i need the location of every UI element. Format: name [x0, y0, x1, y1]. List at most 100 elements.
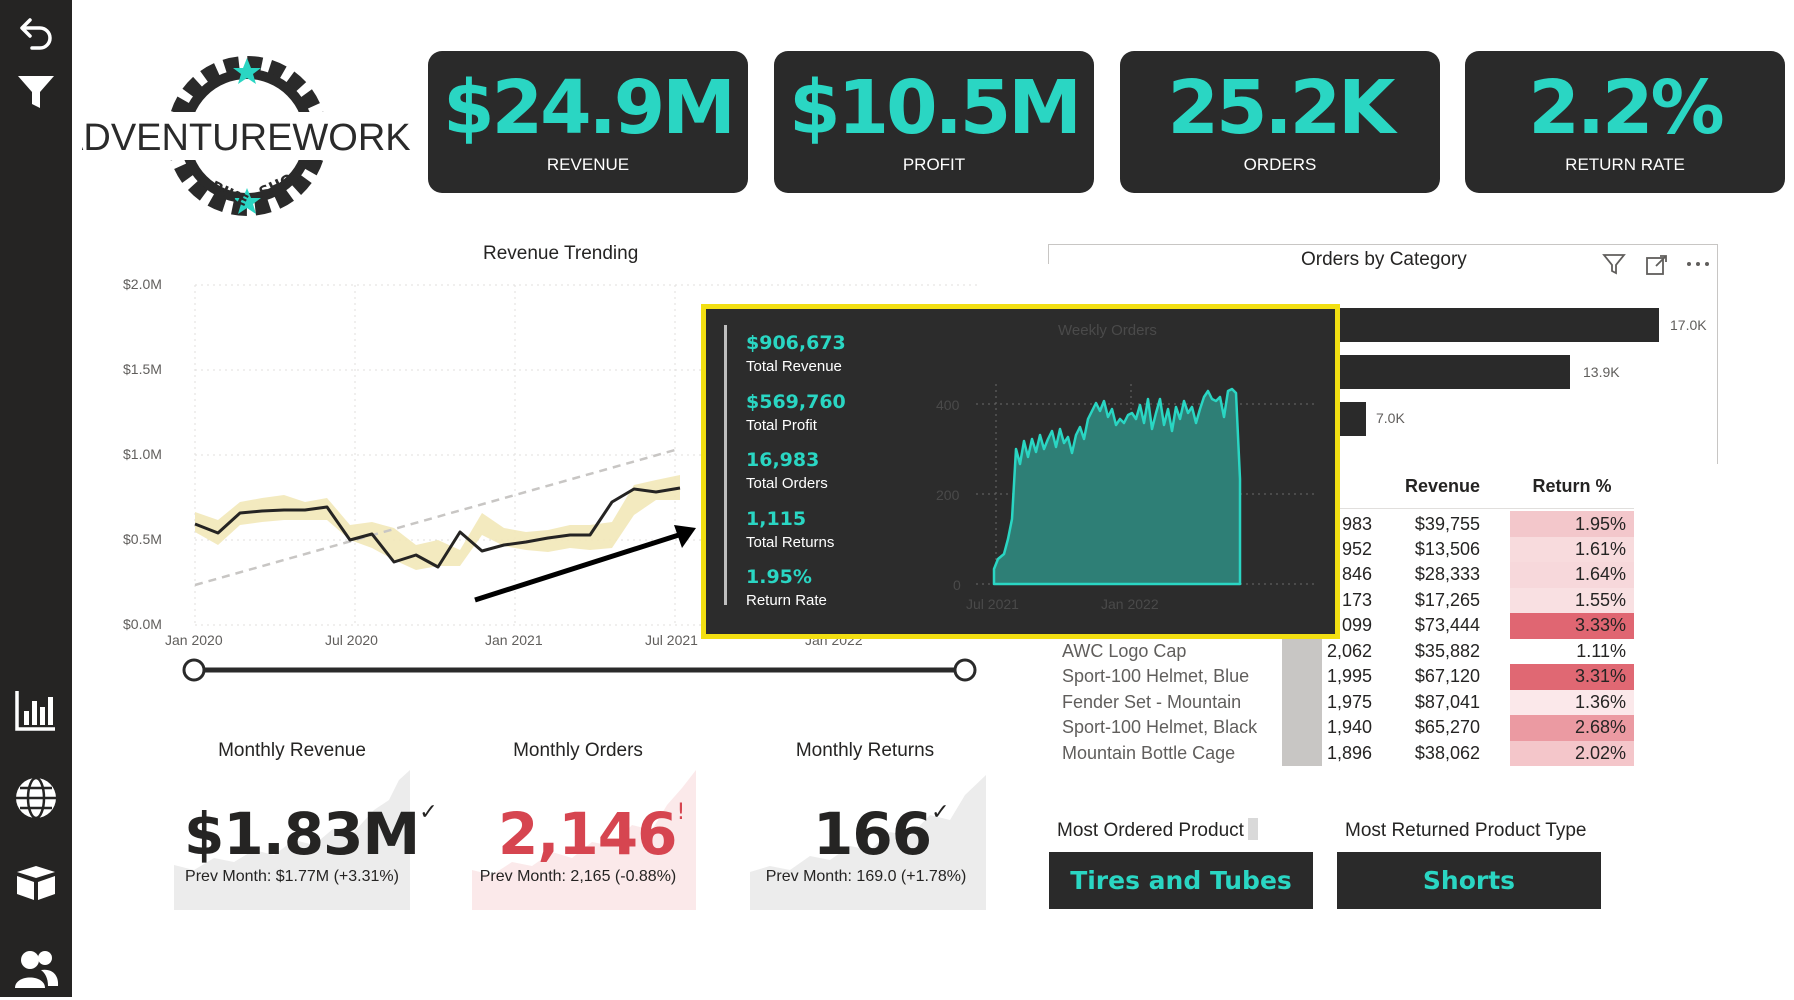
monthly-revenue-value: $1.83M✓ — [184, 800, 438, 868]
tooltip-profit-value: $569,760 — [746, 391, 846, 413]
return-value: 1.11% — [1576, 641, 1626, 661]
orders-value: 173 — [1341, 590, 1372, 610]
kpi-value: 25.2K — [1167, 65, 1396, 151]
most-returned-title: Most Returned Product Type — [1345, 820, 1587, 841]
weekly-orders-area-chart — [976, 384, 1316, 586]
category-bar[interactable] — [1340, 355, 1570, 389]
tooltip-revenue-label: Total Revenue — [746, 358, 842, 375]
bar-chart-icon[interactable] — [0, 680, 72, 740]
focus-mode-icon[interactable] — [1645, 254, 1669, 276]
category-bar[interactable] — [1340, 402, 1366, 436]
filter-icon[interactable] — [1602, 252, 1626, 276]
value: 166 — [813, 800, 932, 868]
back-arrow-icon[interactable] — [0, 0, 72, 60]
category-bar-label: 7.0K — [1376, 410, 1405, 426]
filter-icon[interactable] — [0, 62, 72, 122]
monthly-returns-sparkline — [750, 775, 986, 910]
tooltip-y-tick: 400 — [936, 397, 960, 413]
monthly-returns-value: 166✓ — [813, 800, 950, 868]
return-value: 1.61% — [1574, 539, 1626, 559]
monthly-returns-title: Monthly Returns — [795, 740, 935, 761]
monthly-orders-title: Monthly Orders — [513, 740, 643, 761]
tooltip-divider — [724, 325, 727, 605]
tooltip-revenue-value: $906,673 — [746, 332, 846, 354]
monthly-orders-prev: Prev Month: 2,165 (-0.88%) — [479, 868, 677, 885]
return-value: 3.31% — [1574, 666, 1626, 686]
kpi-label: REVENUE — [546, 155, 630, 174]
orders-value: 1,896 — [1326, 743, 1372, 763]
globe-icon[interactable] — [0, 768, 72, 828]
status-check-icon: ✓ — [931, 800, 949, 825]
orders-value: 2,062 — [1326, 641, 1372, 661]
header-divider — [1340, 508, 1634, 509]
revenue-value: $35,882 — [1414, 641, 1480, 661]
monthly-orders-value: 2,146! — [498, 800, 685, 868]
tooltip-x-tick: Jul 2021 — [966, 596, 1019, 612]
date-slider-start-handle[interactable] — [183, 660, 205, 682]
more-options-icon[interactable] — [1686, 258, 1712, 270]
value: 2,146 — [498, 800, 677, 868]
kpi-value: $24.9M — [443, 65, 736, 151]
revenue-value: $67,120 — [1414, 666, 1480, 686]
users-icon[interactable] — [0, 940, 72, 1000]
category-bar-label: 17.0K — [1670, 317, 1707, 333]
tooltip-x-tick: Jan 2022 — [1101, 596, 1159, 612]
return-value: 1.36% — [1574, 692, 1626, 712]
tooltip-returns-label: Total Returns — [746, 534, 835, 551]
tooltip-rate-value: 1.95% — [746, 566, 812, 588]
category-bar[interactable] — [1340, 308, 1659, 342]
return-value: 3.33% — [1574, 615, 1626, 635]
orders-value: 846 — [1341, 564, 1372, 584]
x-tick: Jul 2021 — [645, 632, 698, 648]
return-value: 1.95% — [1574, 514, 1626, 534]
product-name: AWC Logo Cap — [1062, 641, 1187, 661]
orders-by-category-title: Orders by Category — [1301, 249, 1467, 270]
category-bar-label: 13.9K — [1583, 364, 1620, 380]
orders-value: 1,975 — [1326, 692, 1372, 712]
monthly-revenue-title: Monthly Revenue — [218, 740, 366, 761]
table-header-return[interactable]: Return % — [1532, 476, 1612, 496]
tooltip-returns-value: 1,115 — [746, 508, 807, 530]
kpi-orders-card: 25.2K ORDERS — [1120, 51, 1440, 193]
most-ordered-product-card[interactable]: Tires and Tubes — [1049, 852, 1313, 909]
x-tick: Jul 2020 — [325, 632, 378, 648]
x-tick: Jan 2021 — [485, 632, 543, 648]
y-tick: $0.0M — [123, 616, 162, 632]
tooltip-orders-label: Total Orders — [746, 475, 828, 492]
revenue-value: $65,270 — [1414, 717, 1480, 737]
visual-border — [1048, 244, 1049, 264]
date-slider-end-handle[interactable] — [954, 660, 976, 682]
monthly-orders-sparkline — [472, 770, 696, 910]
tooltip-y-tick: 200 — [936, 487, 960, 503]
most-returned-product-card[interactable]: Shorts — [1337, 852, 1601, 909]
return-value: 2.02% — [1574, 743, 1626, 763]
revenue-value: $13,506 — [1414, 539, 1480, 559]
revenue-value: $87,041 — [1414, 692, 1480, 712]
return-value: 1.64% — [1574, 564, 1626, 584]
orders-by-category-visual[interactable] — [1048, 244, 1718, 464]
revenue-value: $17,265 — [1414, 590, 1480, 610]
kpi-revenue-card: $24.9M REVENUE — [428, 51, 748, 193]
tooltip-y-tick: 0 — [953, 577, 961, 593]
monthly-returns-prev: Prev Month: 169.0 (+1.78%) — [765, 868, 967, 885]
box-icon[interactable] — [0, 852, 72, 912]
status-warning-icon: ! — [676, 800, 685, 825]
value: $1.83M — [184, 800, 420, 868]
orders-value: 099 — [1341, 615, 1372, 635]
kpi-label: PROFIT — [902, 155, 966, 174]
status-check-icon: ✓ — [419, 800, 437, 825]
kpi-return-rate-card: 2.2% RETURN RATE — [1465, 51, 1785, 193]
revenue-value: $28,333 — [1414, 564, 1480, 584]
tooltip-orders-value: 16,983 — [746, 449, 820, 471]
tooltip-profit-label: Total Profit — [746, 417, 817, 434]
kpi-profit-card: $10.5M PROFIT — [774, 51, 1094, 193]
table-header-revenue[interactable]: Revenue — [1404, 476, 1480, 496]
most-ordered-databar — [1248, 818, 1258, 840]
kpi-value: $10.5M — [789, 65, 1082, 151]
product-name: Fender Set - Mountain — [1062, 692, 1242, 712]
revenue-trend-chart — [182, 284, 980, 682]
revenue-trending-title: Revenue Trending — [483, 243, 639, 264]
y-tick: $0.5M — [123, 531, 162, 547]
orders-value: 983 — [1341, 514, 1372, 534]
product-name: Sport-100 Helmet, Blue — [1062, 666, 1250, 686]
